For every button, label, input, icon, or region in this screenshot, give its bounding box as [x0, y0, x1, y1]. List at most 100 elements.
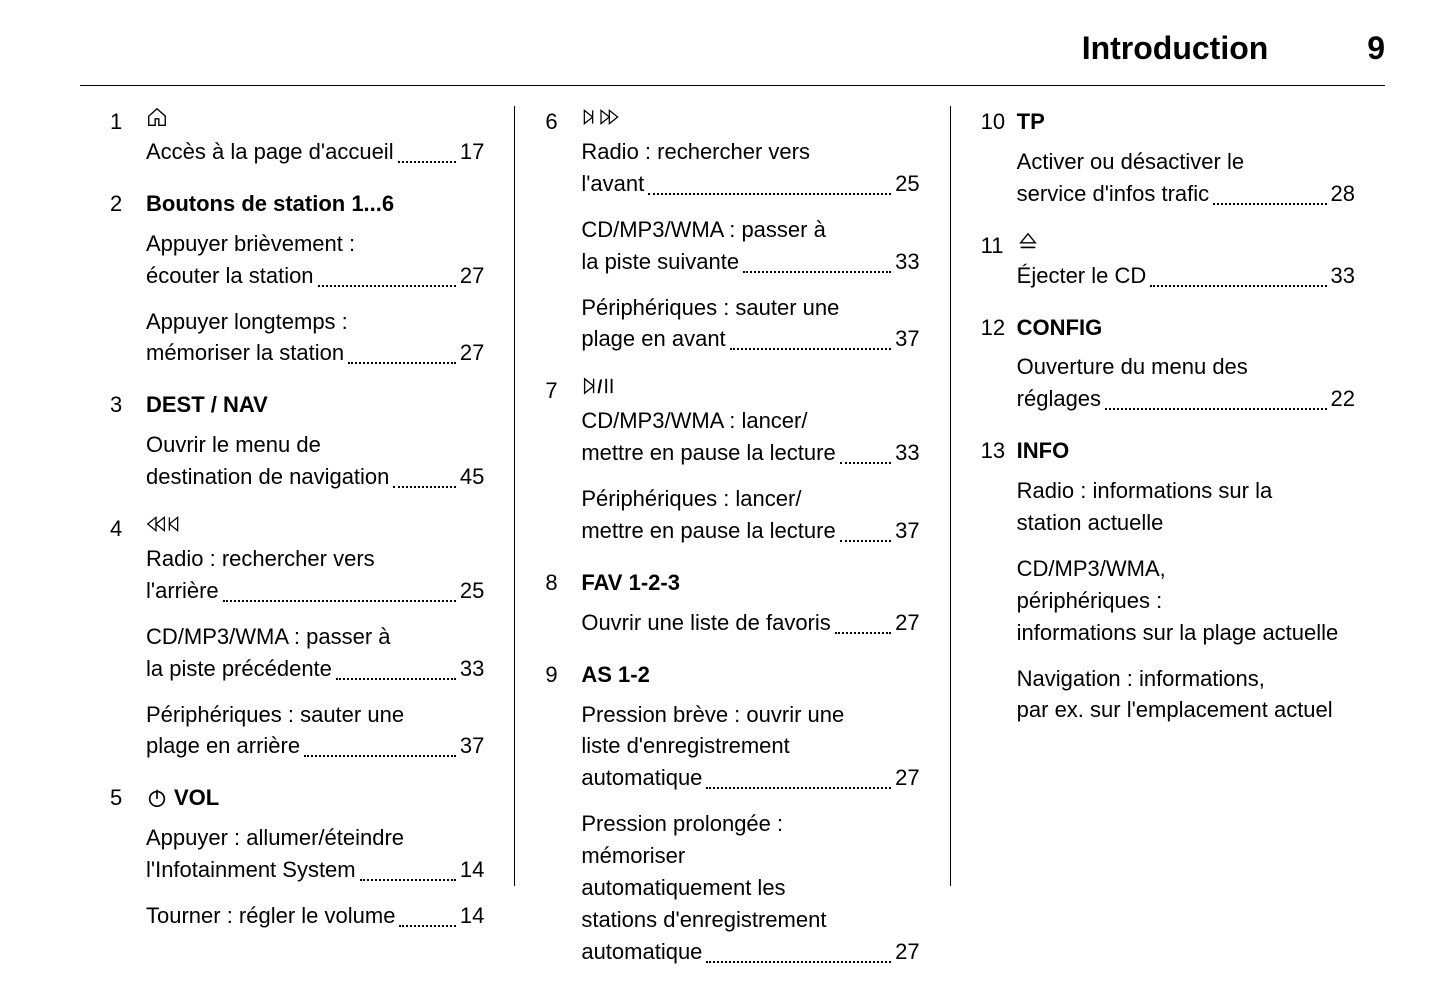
desc-text: la piste suivante: [581, 246, 739, 278]
leader-dots: [398, 143, 456, 163]
toc-item: 3DEST / NAVOuvrir le menu dedestination …: [110, 389, 484, 507]
item-body: Accès à la page d'accueil17: [146, 106, 484, 182]
desc-text: CD/MP3/WMA,: [1017, 553, 1355, 585]
leader-dots: [399, 907, 455, 927]
leader-dots: [835, 614, 891, 634]
desc-text: automatique: [581, 762, 702, 794]
desc-text: Pression prolongée :: [581, 808, 919, 840]
toc-item: 10TPActiver ou désactiver leservice d'in…: [981, 106, 1355, 224]
desc-last-line: station actuelle: [1017, 507, 1355, 539]
item-desc: Ouverture du menu desréglages 22: [1017, 351, 1355, 415]
toc-item: 2Boutons de station 1...6Appuyer brièvem…: [110, 188, 484, 383]
leader-dots: [648, 175, 891, 195]
page-ref: 25: [460, 575, 484, 607]
item-number: 7: [545, 375, 581, 561]
leader-dots: [730, 331, 892, 351]
page: Introduction 9 1Accès à la page d'accuei…: [0, 0, 1445, 965]
item-heading: DEST / NAV: [146, 389, 484, 421]
desc-last-line: réglages 22: [1017, 383, 1355, 415]
page-ref: 33: [895, 437, 919, 469]
desc-text: liste d'enregistrement: [581, 730, 919, 762]
toc-item: 12CONFIGOuverture du menu desréglages22: [981, 312, 1355, 430]
toc-item: 7CD/MP3/WMA : lancer/mettre en pause la …: [545, 375, 919, 561]
item-heading: [581, 375, 919, 397]
page-ref: 22: [1331, 383, 1355, 415]
item-number: 3: [110, 389, 146, 507]
toc-item: 9AS 1-2Pression brève : ouvrir uneliste …: [545, 659, 919, 982]
desc-last-line: automatique27: [581, 762, 919, 794]
desc-text: Appuyer longtemps :: [146, 306, 484, 338]
desc-text: réglages: [1017, 383, 1101, 415]
power-icon: [146, 787, 168, 809]
page-ref: 27: [895, 936, 919, 968]
item-desc: CD/MP3/WMA,périphériques :informations s…: [1017, 553, 1355, 649]
eject-icon: [1017, 230, 1039, 252]
item-heading: Boutons de station 1...6: [146, 188, 484, 220]
page-ref: 33: [460, 653, 484, 685]
item-body: CONFIGOuverture du menu desréglages22: [1017, 312, 1355, 430]
item-heading: AS 1-2: [581, 659, 919, 691]
item-heading: FAV 1-2-3: [581, 567, 919, 599]
desc-text: Ouvrir une liste de favoris: [581, 607, 830, 639]
toc-item: 13INFORadio : informations sur lastation…: [981, 435, 1355, 740]
page-ref: 33: [895, 246, 919, 278]
leader-dots: [706, 943, 891, 963]
leader-dots: [1105, 391, 1326, 411]
desc-last-line: Accès à la page d'accueil17: [146, 136, 484, 168]
item-body: FAV 1-2-3 Ouvrir une liste de favoris 27: [581, 567, 919, 653]
desc-last-line: par ex. sur l'emplacement actuel: [1017, 694, 1355, 726]
column-2: 6Radio : rechercher versl'avant25CD/MP3/…: [514, 106, 949, 886]
columns-container: 1Accès à la page d'accueil172Boutons de …: [80, 106, 1385, 886]
desc-text: destination de navigation: [146, 461, 389, 493]
next-fwd-icon: [581, 106, 621, 128]
desc-text: automatique: [581, 936, 702, 968]
item-number: 9: [545, 659, 581, 982]
desc-text: écouter la station: [146, 260, 314, 292]
desc-last-line: l'arrière25: [146, 575, 484, 607]
leader-dots: [336, 660, 456, 680]
page-ref: 25: [895, 168, 919, 200]
desc-text: informations sur la plage actuelle: [1017, 617, 1339, 649]
heading-text: INFO: [1017, 435, 1070, 467]
page-ref: 28: [1331, 178, 1355, 210]
item-number: 5: [110, 782, 146, 946]
item-heading: TP: [1017, 106, 1355, 138]
desc-text: l'Infotainment System: [146, 854, 356, 886]
desc-text: périphériques :: [1017, 585, 1355, 617]
desc-text: CD/MP3/WMA : passer à: [146, 621, 484, 653]
desc-text: Périphériques : sauter une: [146, 699, 484, 731]
page-ref: 14: [460, 900, 484, 932]
item-desc: Appuyer longtemps :mémoriser la station2…: [146, 306, 484, 370]
desc-text: Appuyer : allumer/éteindre: [146, 822, 484, 854]
page-ref: 27: [895, 607, 919, 639]
desc-last-line: Ouvrir une liste de favoris 27: [581, 607, 919, 639]
toc-item: 11Éjecter le CD33: [981, 230, 1355, 306]
item-heading: [1017, 230, 1355, 252]
item-heading: INFO: [1017, 435, 1355, 467]
desc-text: l'avant: [581, 168, 644, 200]
desc-last-line: plage en arrière37: [146, 730, 484, 762]
desc-last-line: service d'infos trafic28: [1017, 178, 1355, 210]
page-ref: 14: [460, 854, 484, 886]
desc-text: Activer ou désactiver le: [1017, 146, 1355, 178]
page-ref: 27: [460, 260, 484, 292]
desc-last-line: automatique 27: [581, 936, 919, 968]
item-desc: CD/MP3/WMA : passer àla piste précédente…: [146, 621, 484, 685]
desc-text: Ouverture du menu des: [1017, 351, 1355, 383]
item-desc: Radio : rechercher versl'avant25: [581, 136, 919, 200]
desc-text: Accès à la page d'accueil: [146, 136, 394, 168]
desc-text: plage en avant: [581, 323, 725, 355]
desc-text: la piste précédente: [146, 653, 332, 685]
item-body: DEST / NAVOuvrir le menu dedestination d…: [146, 389, 484, 507]
leader-dots: [360, 861, 456, 881]
item-desc: CD/MP3/WMA : passer àla piste suivante 33: [581, 214, 919, 278]
desc-text: CD/MP3/WMA : passer à: [581, 214, 919, 246]
item-desc: Pression prolongée :mémoriserautomatique…: [581, 808, 919, 967]
toc-item: 8FAV 1-2-3Ouvrir une liste de favoris27: [545, 567, 919, 653]
desc-text: station actuelle: [1017, 507, 1164, 539]
rewind-prev-icon: [146, 513, 186, 535]
header-title: Introduction: [1082, 30, 1269, 66]
item-desc: Appuyer brièvement :écouter la station27: [146, 228, 484, 292]
item-body: TP Activer ou désactiver leservice d'info…: [1017, 106, 1355, 224]
item-desc: Périphériques : sauter uneplage en arriè…: [146, 699, 484, 763]
